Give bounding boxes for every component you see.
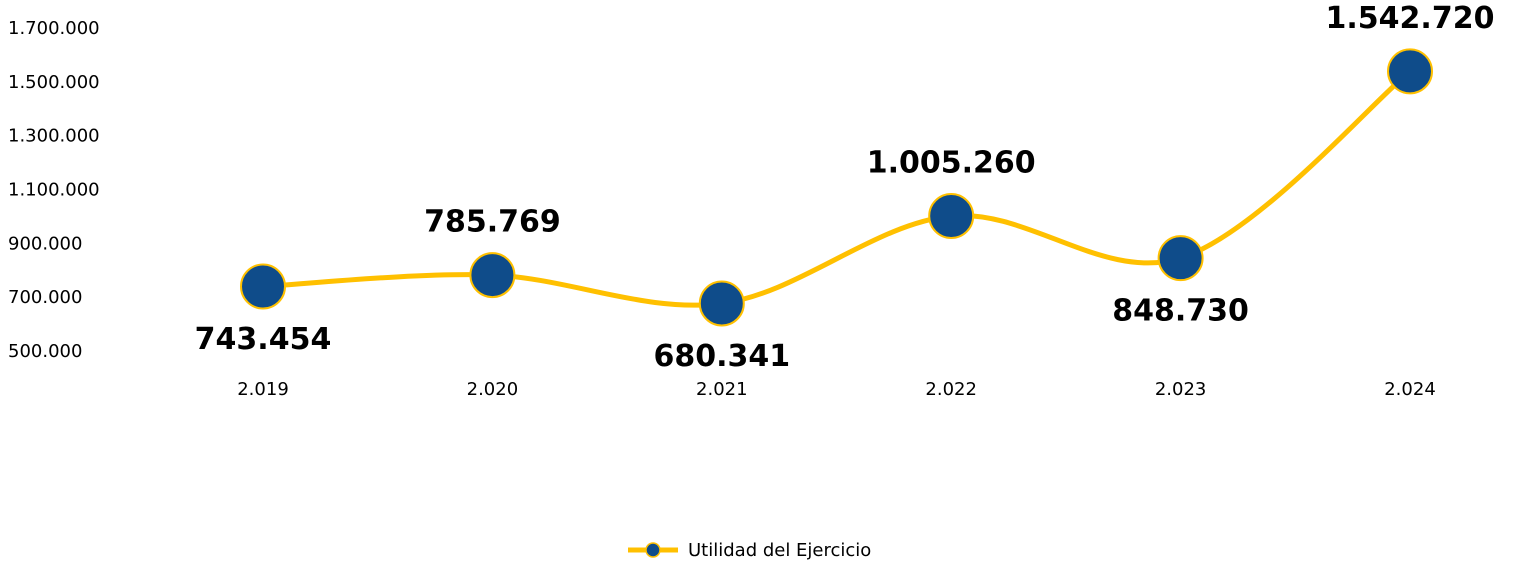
data-label: 848.730 <box>1112 294 1249 329</box>
marker <box>928 193 975 240</box>
data-label: 743.454 <box>195 322 332 357</box>
x-tick-label: 2.021 <box>696 379 748 400</box>
data-label: 680.341 <box>653 339 790 374</box>
y-tick-label: 900.000 <box>8 233 82 254</box>
y-tick-label: 700.000 <box>8 287 82 308</box>
y-tick-label: 500.000 <box>8 341 82 362</box>
data-label: 785.769 <box>424 205 561 240</box>
marker <box>1387 48 1433 95</box>
x-tick-label: 2.020 <box>467 379 519 400</box>
y-tick-label: 1.500.000 <box>8 72 100 93</box>
marker <box>240 263 286 310</box>
series-line <box>260 68 1413 308</box>
marker <box>698 280 745 327</box>
y-tick-label: 1.100.000 <box>8 180 100 201</box>
y-tick-label: 1.700.000 <box>8 18 100 39</box>
data-label: 1.542.720 <box>1326 1 1495 36</box>
data-label: 1.005.260 <box>867 146 1036 181</box>
y-tick-label: 1.300.000 <box>8 126 100 147</box>
x-tick-label: 2.023 <box>1155 379 1207 400</box>
marker <box>469 252 516 299</box>
legend-marker <box>645 542 661 558</box>
x-tick-label: 2.022 <box>925 379 977 400</box>
marker <box>1157 235 1204 282</box>
x-tick-label: 2.024 <box>1384 379 1436 400</box>
legend-label: Utilidad del Ejercicio <box>688 540 871 561</box>
x-tick-label: 2.019 <box>237 379 289 400</box>
